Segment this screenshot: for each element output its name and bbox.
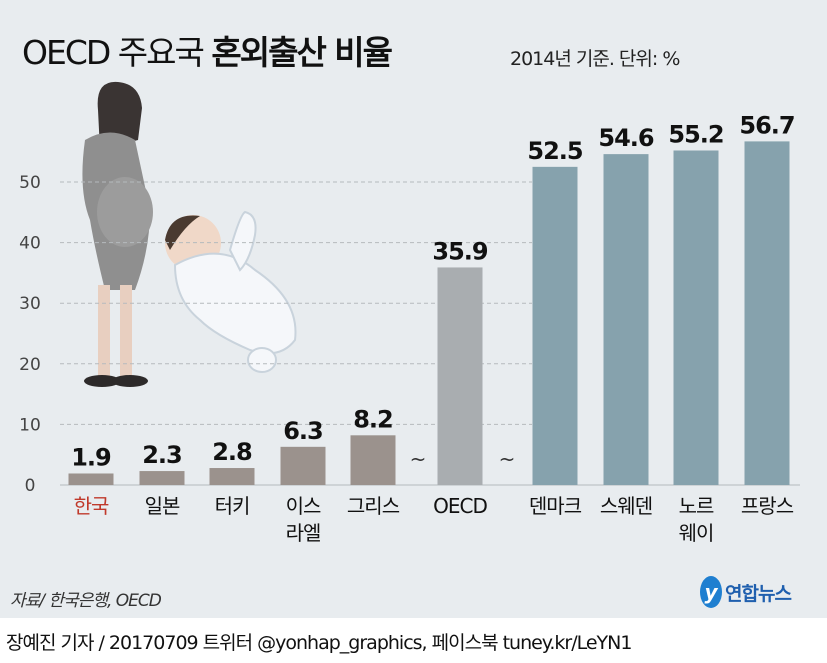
bar-chart: 0 10 20 30 40 50 1.9 2.3 2.8 6.3 8.2 35.9 52.5 54.6 5…	[19, 81, 800, 545]
x-tick-label-line: 웨이	[679, 521, 714, 545]
yonhap-logo: y 연합뉴스	[700, 576, 792, 608]
x-tick-label: 그리스	[347, 494, 400, 518]
title-prefix: OECD 주요국	[22, 33, 205, 72]
bar	[280, 446, 326, 485]
x-tick-label-line: 덴마크	[529, 494, 582, 518]
bar	[350, 435, 396, 485]
x-tick-label-line: 일본	[145, 494, 180, 518]
value-label: 54.6	[598, 124, 654, 152]
x-tick-label-line: 이스	[286, 494, 321, 518]
value-label: 55.2	[668, 120, 723, 148]
x-tick-label-line: 라엘	[286, 521, 321, 545]
page-title: OECD 주요국 혼외출산 비율	[22, 26, 393, 74]
x-tick-label: 터키	[215, 494, 250, 518]
x-tick-label: 한국	[74, 494, 109, 518]
bar	[68, 473, 114, 485]
bars	[68, 141, 790, 485]
x-tick-label-line: 노르	[679, 494, 714, 518]
x-tick-label: 스웨덴	[600, 494, 652, 518]
bar	[744, 141, 790, 485]
bar	[603, 154, 649, 485]
axis-break-marker: ~	[410, 447, 427, 471]
mother-baby-illustration	[82, 81, 297, 387]
bar	[139, 471, 185, 485]
x-tick-label: 덴마크	[529, 494, 582, 518]
value-label: 2.8	[212, 438, 252, 466]
bar	[673, 150, 719, 485]
y-tick-label: 40	[19, 234, 41, 254]
value-label: 1.9	[71, 443, 111, 471]
source-note: 자료/ 한국은행, OECD	[10, 591, 162, 611]
value-label: 52.5	[527, 137, 583, 165]
y-tick-label: 20	[19, 355, 41, 375]
y-tick-label: 50	[19, 173, 41, 193]
x-tick-label-line: 그리스	[347, 494, 400, 518]
y-tick-label: 30	[19, 294, 41, 314]
y-tick-label: 10	[19, 415, 41, 435]
x-tick-label: 프랑스	[741, 494, 794, 518]
axis-break-marker: ~	[499, 447, 516, 471]
x-tick-label-line: OECD	[433, 494, 487, 518]
value-label: 6.3	[283, 417, 323, 445]
x-tick-label-line: 프랑스	[741, 494, 794, 518]
x-tick-label: 일본	[145, 494, 180, 518]
value-label: 56.7	[739, 111, 794, 139]
logo-text: 연합뉴스	[725, 582, 792, 605]
x-tick-label: OECD	[433, 494, 487, 518]
y-axis-ticks: 0 10 20 30 40 50	[19, 173, 41, 496]
bar	[209, 468, 255, 485]
bar	[532, 166, 578, 485]
x-tick-label-line: 터키	[215, 494, 250, 518]
value-label: 8.2	[353, 405, 393, 433]
value-label: 2.3	[142, 441, 182, 469]
value-labels: 1.9 2.3 2.8 6.3 8.2 35.9 52.5 54.6 55.2 56.7	[71, 111, 795, 471]
title-bold: 혼외출산 비율	[211, 33, 393, 72]
x-tick-label-line: 스웨덴	[600, 494, 652, 518]
x-tick-label-line: 한국	[74, 494, 109, 518]
subtitle: 2014년 기준. 단위: %	[510, 48, 680, 70]
credit-line: 장예진 기자 / 20170709 트위터 @yonhap_graphics, …	[6, 632, 632, 654]
bar	[437, 267, 483, 485]
y-tick-label: 0	[25, 476, 36, 496]
logo-mark-icon: y	[700, 576, 722, 608]
value-label: 35.9	[432, 237, 488, 265]
